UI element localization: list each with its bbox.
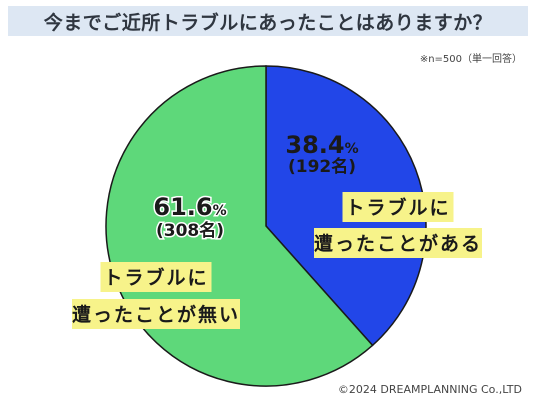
title-bar: 今までご近所トラブルにあったことはありますか？ [8, 6, 528, 36]
chart-title: 今までご近所トラブルにあったことはありますか？ [43, 11, 493, 34]
category-label-0-0: トラブルに [345, 196, 450, 219]
percent-label-1: 61.6% [153, 193, 226, 221]
category-label-0-1: 遭ったことがある [314, 232, 482, 255]
count-label-1: (308名) [156, 220, 224, 241]
category-label-1-1: 遭ったことが無い [72, 303, 240, 326]
count-label-0: (192名) [288, 156, 356, 177]
category-label-bg-0-0 [342, 192, 454, 222]
copyright-text: ©2024 DREAMPLANNING Co.,LTD [337, 383, 522, 396]
sample-size-note: ※n=500（単一回答） [419, 54, 522, 65]
category-label-bg-1-1 [72, 299, 240, 329]
category-label-bg-1-0 [100, 262, 212, 292]
category-label-bg-0-1 [314, 228, 482, 258]
percent-label-0: 38.4% [285, 131, 358, 159]
category-label-1-0: トラブルに [103, 266, 208, 289]
